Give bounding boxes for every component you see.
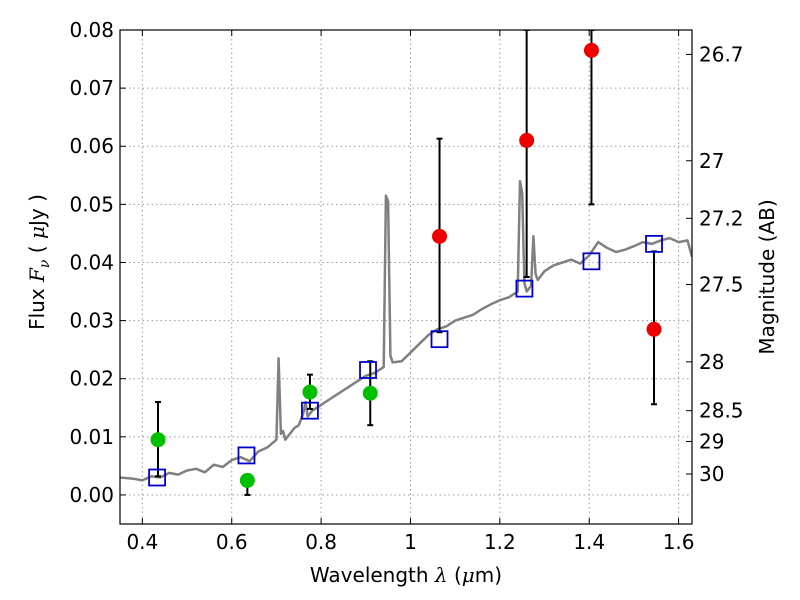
upper-point (519, 132, 535, 148)
y2-tick-label: 27.5 (699, 273, 744, 297)
x-tick-label: 1.4 (573, 530, 605, 554)
y2-tick-label: 27.2 (699, 206, 744, 230)
axes-frame (119, 29, 693, 525)
axis-ticks: 0.4 0.6 0.8 1 1.2 1.4 1.6 0.00 0.01 0.02 0.03 0.04 0… (69, 18, 743, 554)
detection-point (150, 432, 166, 448)
y2-tick-label: 26.7 (699, 42, 744, 66)
x-tick-label: 0.6 (216, 530, 248, 554)
upper-point (646, 321, 662, 337)
y-tick-label: 0.04 (69, 250, 114, 274)
upper-point (432, 228, 448, 244)
y2-tick-label: 29 (699, 429, 724, 453)
y2-tick-label: 28 (699, 350, 724, 374)
model-square (301, 401, 319, 420)
spectrum-line (120, 179, 692, 482)
x-tick-label: 1 (404, 530, 417, 554)
y-tick-label: 0.07 (69, 76, 114, 100)
x-tick-label: 1.6 (663, 530, 695, 554)
y-tick-label: 0.05 (69, 192, 114, 216)
plot-content (120, 30, 692, 496)
grid-lines (120, 29, 692, 524)
y-tick-label: 0.08 (69, 18, 114, 42)
y2-tick-label: 28.5 (699, 399, 744, 423)
y-axis-label: Flux Fν ( μJy ) (25, 194, 53, 330)
model-square (515, 279, 534, 298)
x-axis-label: Wavelength λ (μm) (310, 563, 502, 587)
upper-point (583, 42, 599, 58)
y2-tick-label: 27 (699, 149, 724, 173)
model-square (430, 330, 449, 349)
secondary-y-axis-label: Magnitude (AB) (755, 199, 779, 354)
model-square (148, 468, 166, 487)
detection-point (239, 472, 255, 488)
detection-point (362, 385, 378, 401)
plot-area (120, 30, 692, 496)
detection-point (302, 384, 318, 400)
y2-tick-label: 30 (699, 462, 724, 486)
x-tick-label: 0.4 (126, 530, 158, 554)
model-square (582, 252, 601, 271)
y-tick-label: 0.01 (69, 425, 114, 449)
model-square (645, 234, 663, 253)
y-tick-label: 0.02 (69, 367, 114, 391)
x-tick-label: 1.2 (484, 530, 516, 554)
model-square (359, 361, 377, 379)
y-tick-label: 0.00 (69, 483, 114, 507)
x-tick-label: 0.8 (305, 530, 337, 554)
model-square (237, 446, 256, 465)
y-tick-label: 0.06 (69, 134, 114, 158)
y-tick-label: 0.03 (69, 309, 114, 333)
